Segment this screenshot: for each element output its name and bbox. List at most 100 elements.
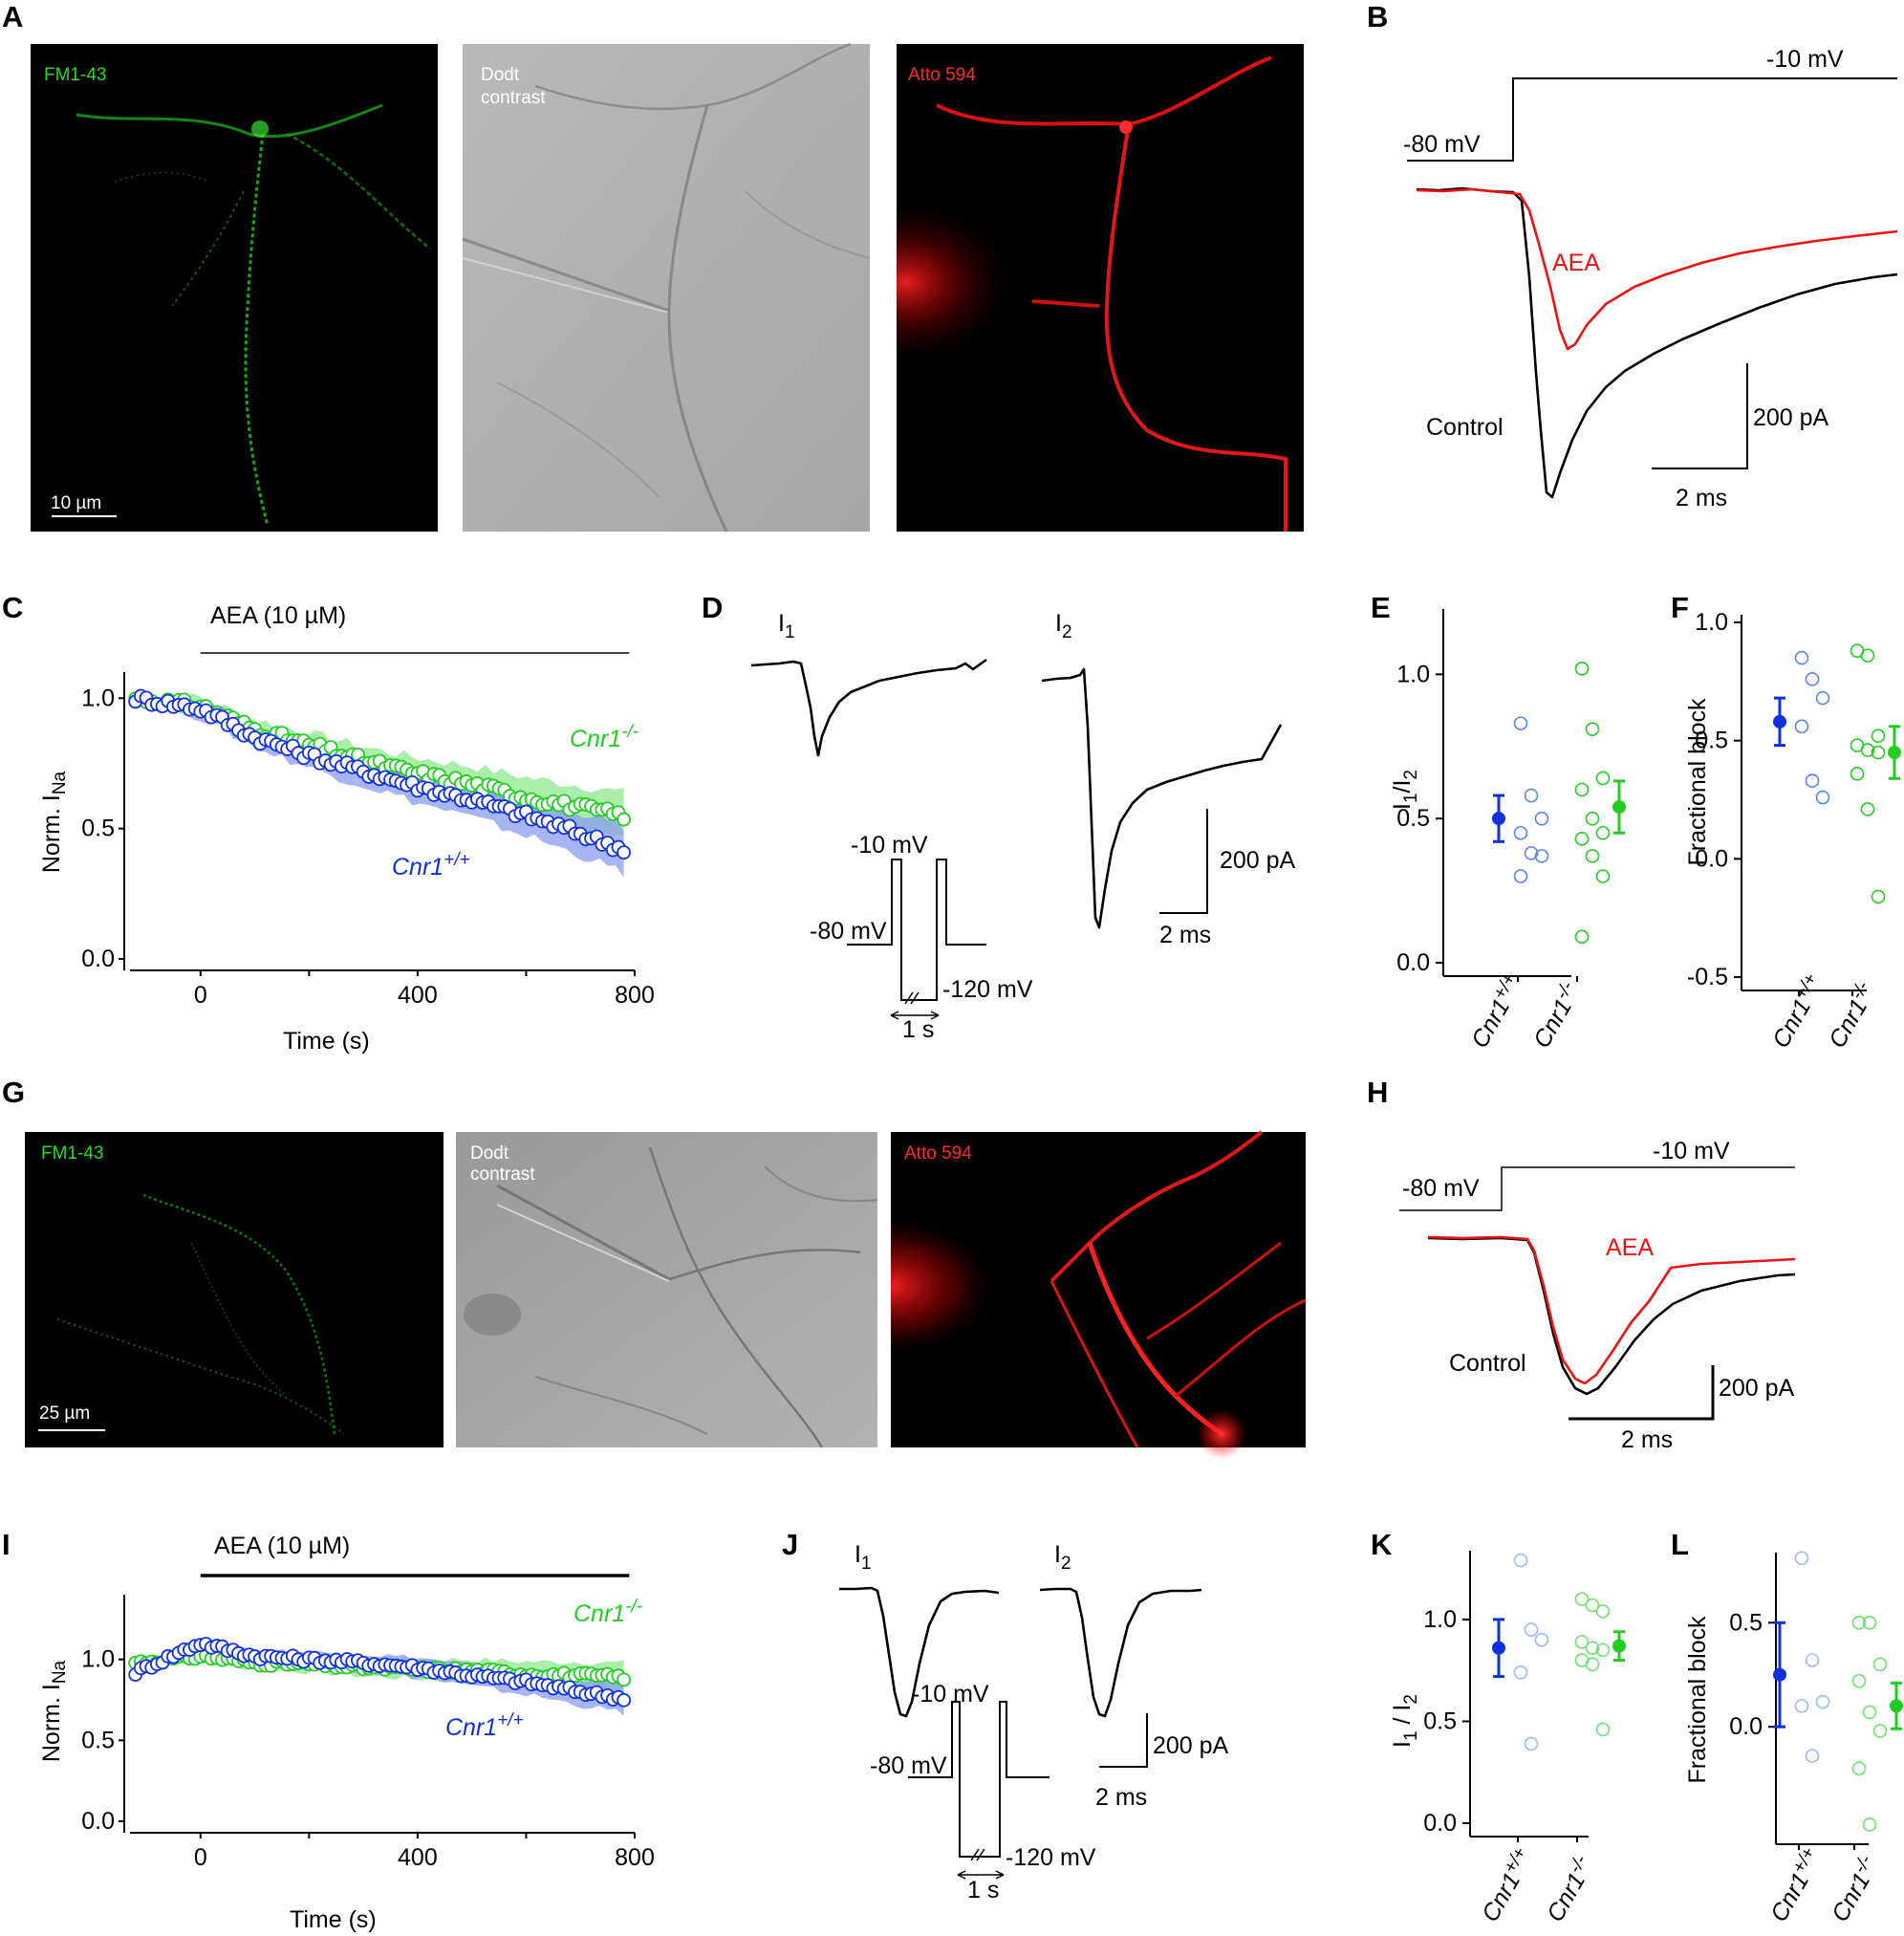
voltage-protocol-H: -80 mV -10 mV (1399, 1138, 1795, 1211)
data-point (1595, 825, 1611, 840)
y-tick-label: 0.5 (81, 816, 115, 842)
mean-point (1612, 800, 1626, 815)
data-point (1513, 1665, 1528, 1680)
chart-L: 0.5 0.0 (1729, 1551, 1903, 1850)
xlabel-C: Time (s) (283, 1028, 370, 1055)
trace-I1-D (750, 658, 987, 757)
scale-bar-label-G: 25 µm (39, 1403, 90, 1424)
legend-wt-I: Cnr1+/+ (445, 1710, 524, 1741)
data-point (1524, 1736, 1539, 1751)
label-v1: -10 mV (851, 832, 928, 859)
trace-I2-D (1041, 667, 1283, 929)
data-point (1585, 811, 1600, 826)
x-tick-label: 800 (615, 1844, 655, 1871)
image-atto594-G: Atto 594 (891, 1130, 1307, 1459)
trace-I2-J (1039, 1587, 1202, 1718)
panel-label-K: K (1371, 1528, 1393, 1561)
label-v1-J: -10 mV (912, 1681, 989, 1708)
chart-K: 1.0 0.5 0.0 (1423, 1551, 1626, 1842)
scale-bar-B: 200 pA 2 ms (1652, 363, 1829, 511)
scale-bar-H: 200 pA 2 ms (1569, 1365, 1795, 1453)
data-point (1794, 650, 1809, 665)
xcat-L-2: Cnr1-/- (1827, 1852, 1876, 1926)
panel-label-H: H (1367, 1076, 1388, 1109)
ylabel-C: Norm. INa (38, 771, 70, 873)
panel-label-G: G (2, 1076, 25, 1109)
voltage-protocol-B: -80 mV -10 mV (1403, 46, 1897, 162)
y-tick-label: 1.0 (1423, 1606, 1457, 1633)
scale-y-label: 200 pA (1753, 404, 1829, 431)
data-point (1574, 1592, 1590, 1606)
scale-bar-J: 200 pA 2 ms (1095, 1713, 1229, 1811)
ylabel-K: I1 / I2 (1389, 1694, 1421, 1748)
mean-point (1890, 1699, 1903, 1713)
data-point (1871, 889, 1886, 904)
data-point (1534, 1632, 1549, 1647)
channel-label-dodt-2: contrast (481, 88, 546, 108)
image-fm143-G: FM1-43 25 µm (25, 1132, 444, 1447)
drug-label-I: AEA (10 µM) (214, 1533, 350, 1559)
channel-label-atto594-G: Atto 594 (904, 1143, 972, 1164)
data-point (1524, 1622, 1539, 1637)
xcat-F-2: Cnr1-/- (1824, 978, 1873, 1053)
data-point (1574, 661, 1590, 676)
label-t-J: 1 s (967, 1877, 999, 1903)
scale-y-label-H: 200 pA (1719, 1375, 1795, 1402)
xcat-K-1: Cnr1+/+ (1477, 1844, 1530, 1926)
x-tick-label: 0 (194, 982, 207, 1009)
panel-label-C: C (2, 591, 23, 624)
xcat-L-1: Cnr1+/+ (1763, 1844, 1828, 1926)
scale-bar-label: 10 µm (51, 493, 101, 513)
mean-point (1773, 1667, 1786, 1682)
control-label-H: Control (1449, 1350, 1526, 1377)
svg-text:Cnr1+/+: Cnr1+/+ (1763, 1844, 1828, 1926)
data-point (1513, 716, 1528, 730)
data-point (1513, 1553, 1528, 1568)
label-v2-J: -80 mV (870, 1752, 947, 1779)
data-point (1513, 869, 1528, 883)
data-point (1534, 811, 1549, 826)
chart-C: 1.0 0.5 0.0 0 400 800 (81, 652, 655, 1009)
svg-text:I1/I2: I1/I2 (1389, 770, 1421, 810)
svg-text:Norm. INa: Norm. INa (38, 1660, 70, 1762)
voltage-protocol-J: -10 mV -80 mV -120 mV 1 s (870, 1681, 1096, 1903)
data-point (1815, 1694, 1830, 1709)
scale-x-label-J: 2 ms (1095, 1784, 1147, 1811)
data-point (1524, 788, 1539, 803)
y-tick-label: 1.0 (81, 1646, 115, 1673)
current-traces-H: AEA Control (1427, 1234, 1796, 1396)
drug-label-C: AEA (10 µM) (210, 602, 346, 629)
data-point (1815, 790, 1830, 805)
chart-E: 1.0 0.5 0.0 (1396, 609, 1626, 982)
scale-x-label-D: 2 ms (1159, 922, 1211, 948)
label-v3: -120 mV (942, 976, 1033, 1003)
ylabel-F: Fractional block (1684, 698, 1711, 866)
data-point (1794, 1551, 1809, 1566)
data-point (1595, 1642, 1611, 1658)
y-tick-label: 0.0 (1695, 845, 1728, 872)
data-point (1872, 1724, 1888, 1738)
legend-ko-C: Cnr1-/- (570, 722, 638, 752)
panel-label-D: D (702, 591, 723, 624)
channel-label-dodt-1: Dodt (481, 65, 520, 85)
legend-wt-C: Cnr1+/+ (392, 850, 470, 881)
svg-text:Fractional block: Fractional block (1684, 1616, 1711, 1784)
scale-x-label-H: 2 ms (1621, 1426, 1673, 1453)
mean-point (1888, 746, 1901, 760)
data-point (1851, 1761, 1867, 1775)
channel-label-dodt-G1: Dodt (470, 1143, 509, 1164)
label-I1: I1 (778, 610, 795, 642)
scale-x-label: 2 ms (1676, 485, 1727, 511)
panel-label-E: E (1371, 591, 1391, 624)
y-tick-label: 0.5 (1729, 1609, 1763, 1636)
y-tick-label: 1.0 (81, 685, 115, 711)
trace-I1-J (839, 1586, 1000, 1718)
data-point (1860, 743, 1875, 757)
data-point (1585, 1598, 1600, 1613)
data-point (1534, 849, 1549, 863)
y-tick-label: 0.5 (81, 1727, 115, 1753)
image-fm143-A: FM1-43 10 µm (31, 44, 438, 532)
label-v2: -80 mV (810, 918, 887, 945)
data-point (1574, 929, 1590, 945)
y-tick-label: 1.0 (1396, 661, 1430, 687)
